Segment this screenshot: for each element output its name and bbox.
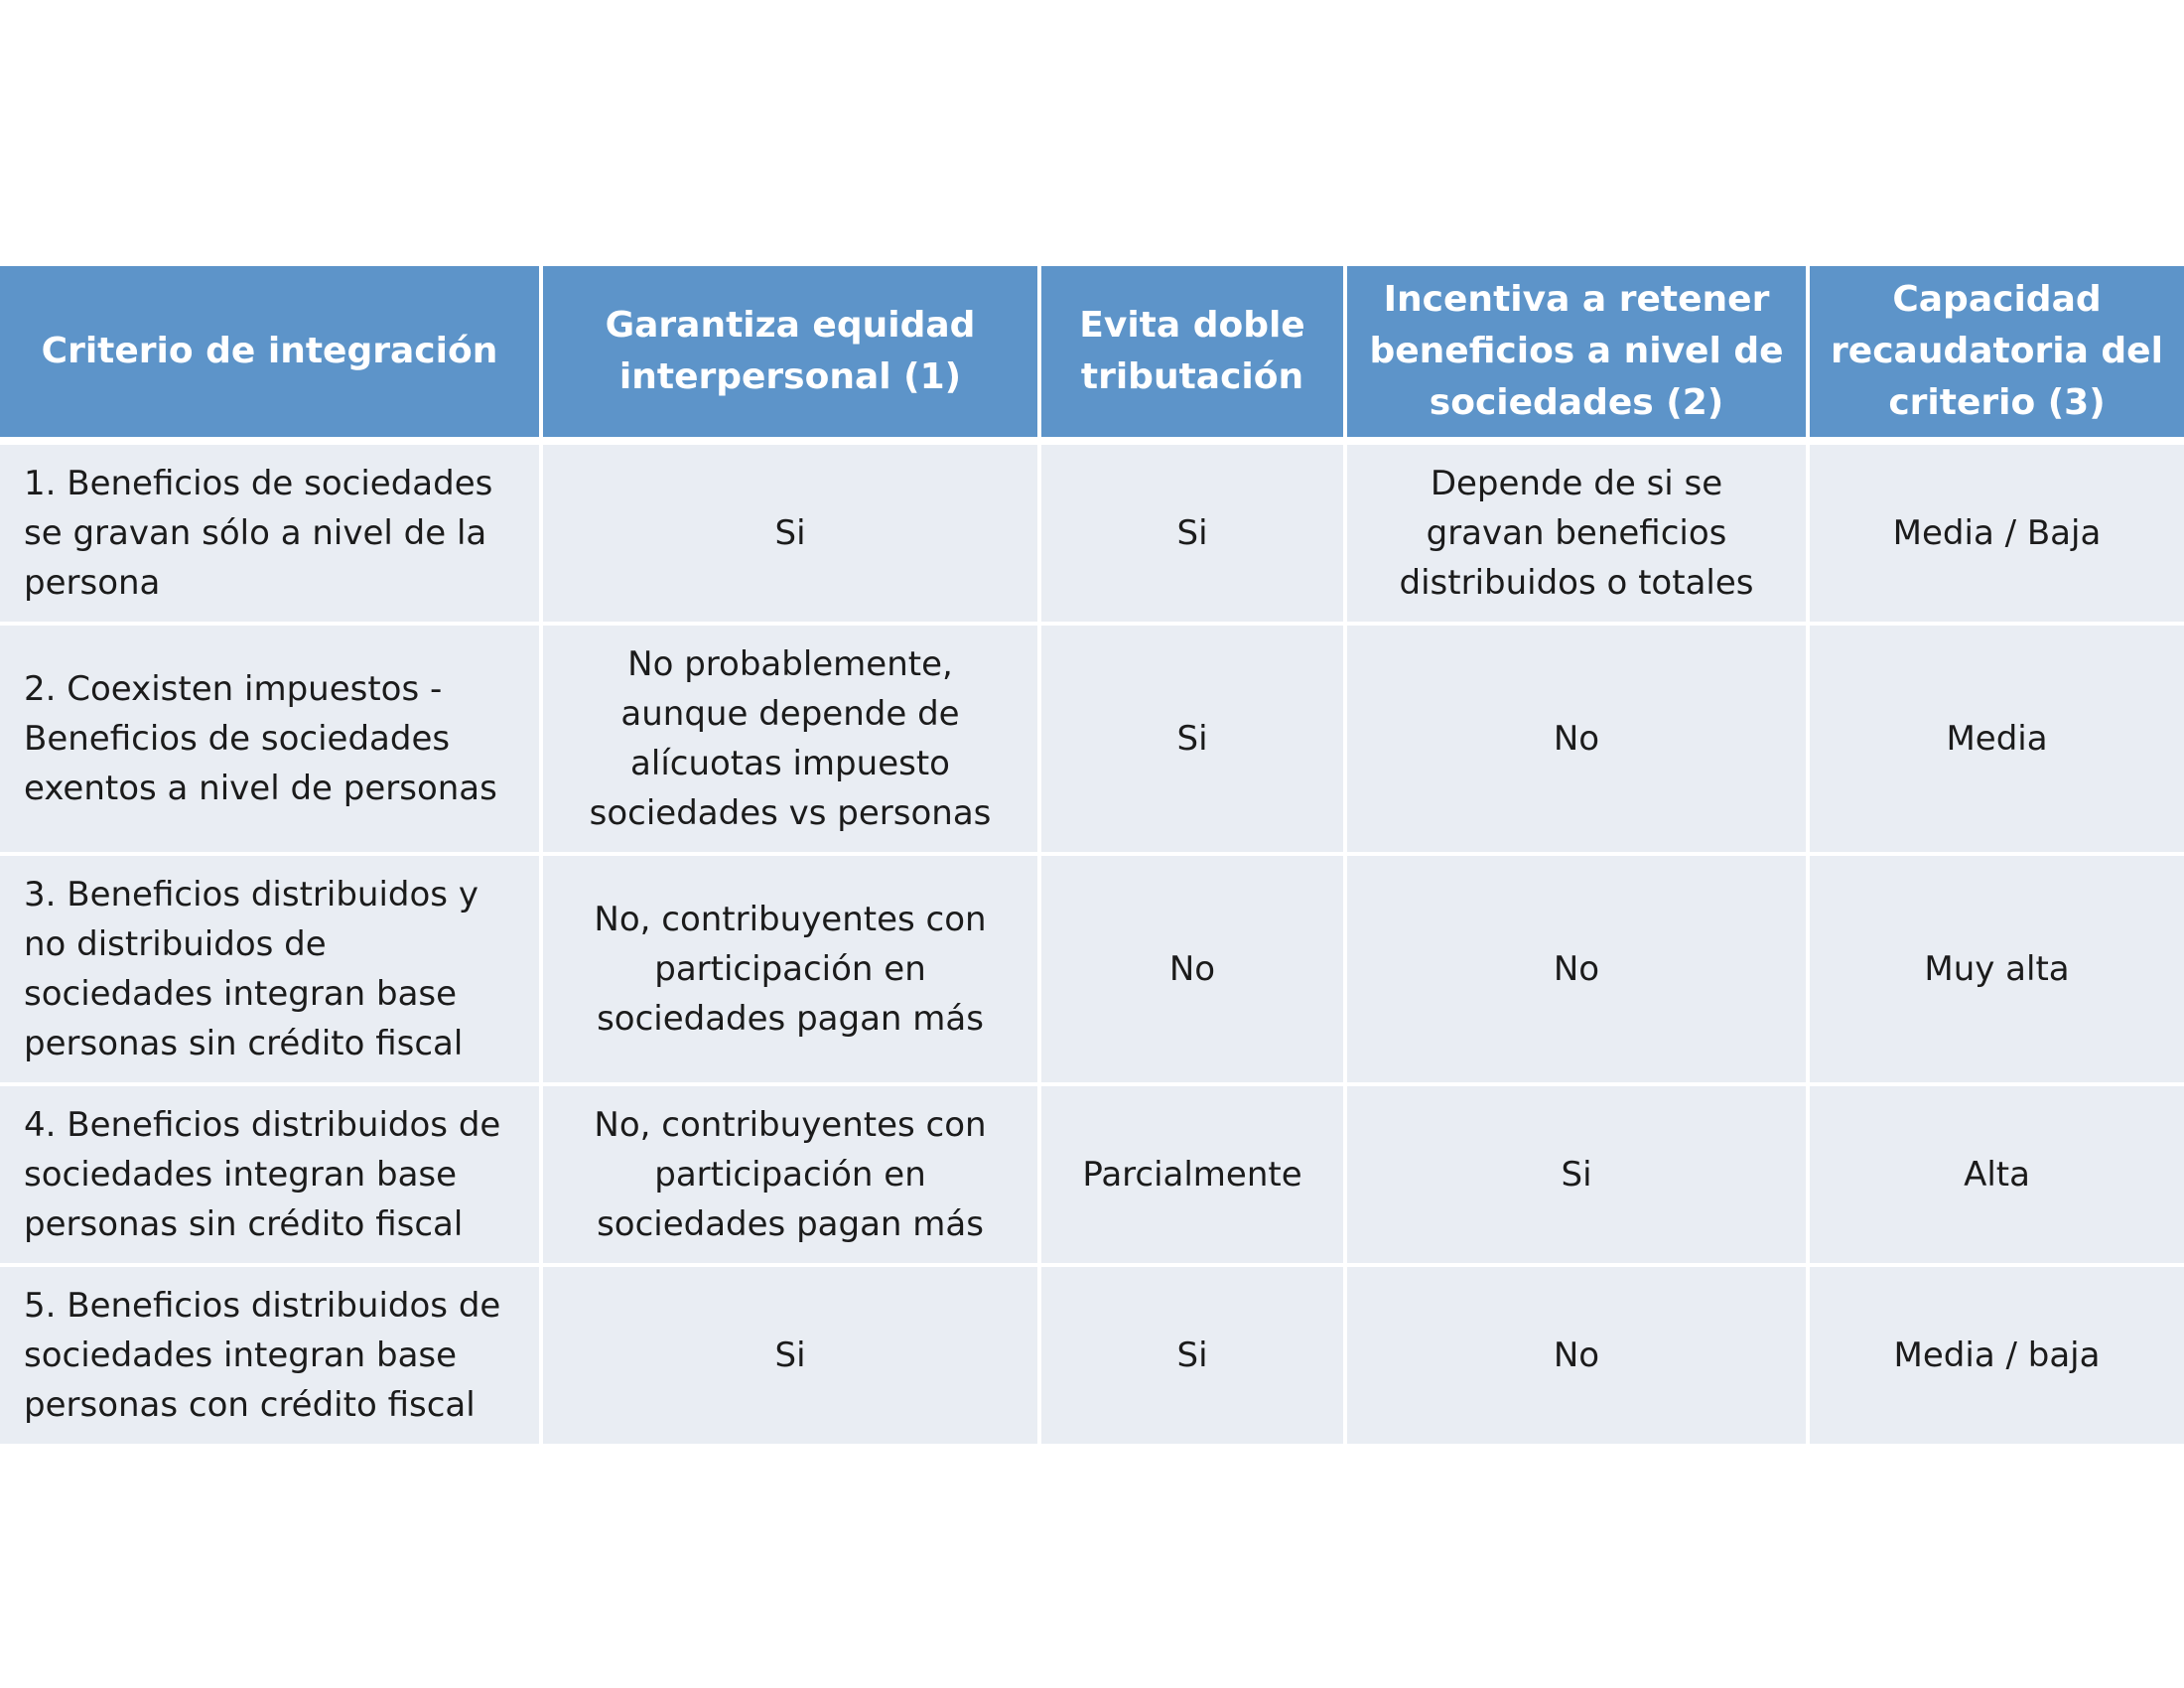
table-cell: Media [1806,626,2184,856]
header-cell-equidad: Garantiza equidad interpersonal (1) [539,266,1037,445]
table-cell: Si [539,1267,1037,1448]
table-cell: Media / Baja [1806,445,2184,626]
table-cell: No [1343,1267,1806,1448]
header-cell-capacidad-recaudatoria: Capacidad recaudatoria del criterio (3) [1806,266,2184,445]
table-cell: No, contribuyentes con participación en … [539,856,1037,1086]
table-row: 3. Beneficios distribuidos y no distribu… [0,856,2184,1086]
table-row: 2. Coexisten impuestos - Beneficios de s… [0,626,2184,856]
table-cell: No probablemente, aunque depende de alíc… [539,626,1037,856]
table-cell: 3. Beneficios distribuidos y no distribu… [0,856,539,1086]
criteria-table: Criterio de integración Garantiza equida… [0,266,2184,1448]
table-cell: Depende de si se gravan beneficios distr… [1343,445,1806,626]
table-cell: Si [1037,626,1343,856]
table-cell: 4. Beneficios distribuidos de sociedades… [0,1086,539,1267]
table-row: 1. Beneficios de sociedades se gravan só… [0,445,2184,626]
table-cell: Si [1037,1267,1343,1448]
table-cell: No, contribuyentes con participación en … [539,1086,1037,1267]
table-cell: No [1343,856,1806,1086]
header-cell-doble-tributacion: Evita doble tributación [1037,266,1343,445]
header-row: Criterio de integración Garantiza equida… [0,266,2184,445]
table-row: 4. Beneficios distribuidos de sociedades… [0,1086,2184,1267]
table-cell: Muy alta [1806,856,2184,1086]
table-cell: 5. Beneficios distribuidos de sociedades… [0,1267,539,1448]
table-cell: Media / baja [1806,1267,2184,1448]
table-row: 5. Beneficios distribuidos de sociedades… [0,1267,2184,1448]
header-cell-criterio: Criterio de integración [0,266,539,445]
table-cell: No [1343,626,1806,856]
table-cell: Alta [1806,1086,2184,1267]
table-cell: Si [539,445,1037,626]
table-cell: Si [1037,445,1343,626]
table-cell: Si [1343,1086,1806,1267]
table-cell: 2. Coexisten impuestos - Beneficios de s… [0,626,539,856]
table-cell: No [1037,856,1343,1086]
table-cell: Parcialmente [1037,1086,1343,1267]
header-cell-incentiva-retener: Incentiva a retener beneficios a nivel d… [1343,266,1806,445]
table-cell: 1. Beneficios de sociedades se gravan só… [0,445,539,626]
